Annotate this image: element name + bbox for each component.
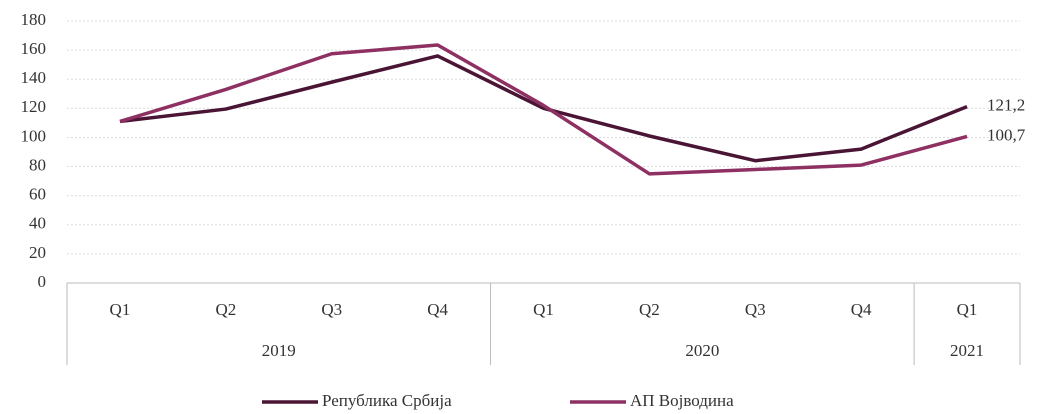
y-tick-label: 80 — [29, 155, 46, 174]
group-label: 2021 — [950, 341, 984, 360]
x-tick-label: Q4 — [851, 300, 872, 319]
legend-label: АП Војводина — [630, 391, 734, 410]
x-tick-label: Q3 — [321, 300, 342, 319]
legend-label: Република Србија — [322, 391, 452, 410]
group-label: 2019 — [262, 341, 296, 360]
y-tick-label: 20 — [29, 243, 46, 262]
value-label: 100,7 — [987, 125, 1026, 144]
series-line — [119, 54, 968, 163]
x-tick-label: Q3 — [745, 300, 766, 319]
y-tick-label: 100 — [21, 126, 47, 145]
x-tick-label: Q2 — [639, 300, 660, 319]
y-tick-label: 120 — [21, 97, 47, 116]
group-label: 2020 — [685, 341, 719, 360]
y-tick-label: 40 — [29, 214, 46, 233]
series-line — [119, 43, 968, 176]
x-tick-label: Q2 — [215, 300, 236, 319]
y-tick-label: 0 — [38, 272, 47, 291]
y-tick-label: 60 — [29, 185, 46, 204]
y-tick-label: 160 — [21, 39, 47, 58]
value-label: 121,2 — [987, 95, 1025, 114]
x-tick-label: Q1 — [110, 300, 131, 319]
x-tick-label: Q4 — [427, 300, 448, 319]
x-tick-label: Q1 — [957, 300, 978, 319]
y-tick-label: 140 — [21, 68, 47, 87]
y-tick-label: 180 — [21, 10, 47, 29]
x-tick-label: Q1 — [533, 300, 554, 319]
